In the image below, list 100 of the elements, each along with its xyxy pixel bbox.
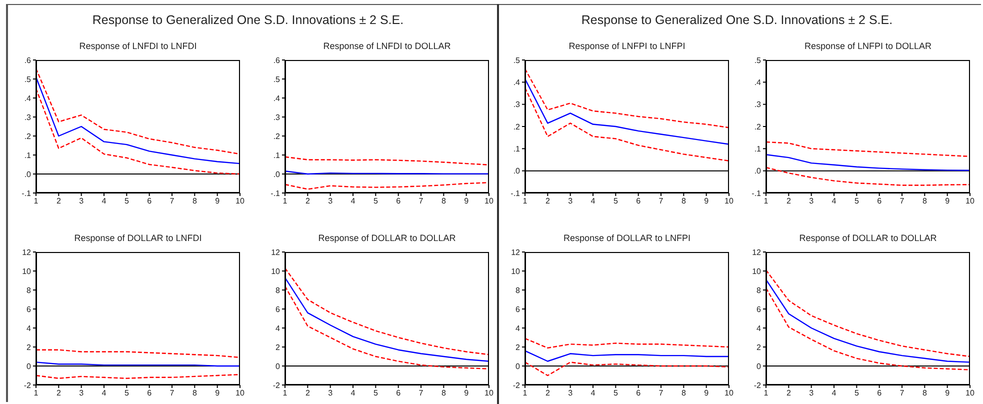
- x-tick-label: 3: [809, 196, 814, 206]
- x-tick-label: 2: [56, 196, 62, 206]
- chart-title: Response of LNFDI to DOLLAR: [322, 41, 452, 51]
- chart-title: Response of DOLLAR to DOLLAR: [317, 233, 457, 243]
- y-tick-label: -2: [754, 380, 762, 390]
- y-tick-label: 10: [271, 266, 281, 276]
- y-tick-label: 0: [276, 362, 281, 371]
- x-tick-label: 7: [170, 196, 175, 206]
- y-tick-label: 2: [26, 342, 32, 352]
- x-tick-label: 9: [215, 388, 220, 398]
- x-tick-label: 1: [764, 388, 769, 398]
- x-tick-label: 4: [832, 196, 837, 206]
- x-tick-label: 9: [464, 388, 470, 398]
- x-tick-label: 5: [854, 196, 860, 206]
- y-tick-label: -.1: [22, 188, 32, 198]
- x-tick-label: 10: [484, 388, 494, 398]
- x-tick-label: 2: [786, 388, 792, 398]
- x-tick-label: 3: [568, 388, 574, 398]
- y-tick-label: 4: [756, 324, 762, 333]
- y-tick-label: 4: [26, 324, 32, 333]
- x-tick-label: 10: [966, 196, 975, 206]
- text: Response to Generalized One S.D. Innovations ± 2 S.E.: [91, 13, 405, 27]
- y-tick-label: 12: [511, 248, 521, 257]
- x-tick-label: 8: [922, 388, 928, 398]
- x-tick-label: 10: [724, 196, 734, 206]
- y-tick-label: .5: [513, 56, 521, 65]
- y-tick-label: .6: [24, 56, 32, 65]
- x-tick-label: 5: [373, 388, 378, 398]
- x-tick-label: 7: [170, 388, 175, 398]
- x-tick-label: 2: [305, 196, 310, 206]
- x-tick-label: 1: [34, 388, 39, 398]
- x-tick-label: 1: [522, 388, 528, 398]
- x-tick-label: 5: [124, 388, 130, 398]
- x-tick-label: 9: [945, 388, 950, 398]
- y-tick-label: .3: [24, 112, 32, 122]
- x-tick-label: 7: [658, 388, 664, 398]
- y-tick-label: 4: [516, 324, 521, 333]
- y-tick-label: .2: [24, 132, 32, 141]
- x-tick-label: 6: [396, 196, 402, 206]
- y-tick-label: 0: [26, 362, 32, 371]
- x-tick-label: 6: [636, 196, 642, 206]
- text: Response to Generalized One S.D. Innovations ± 2 S.E.: [580, 13, 894, 27]
- x-tick-label: 4: [350, 388, 356, 398]
- x-tick-label: 7: [658, 196, 664, 206]
- x-tick-label: 2: [545, 388, 550, 398]
- y-tick-label: 12: [22, 248, 32, 257]
- x-tick-label: 8: [681, 196, 686, 206]
- y-tick-label: .4: [754, 78, 762, 88]
- y-tick-label: .4: [24, 94, 32, 103]
- x-tick-label: 5: [373, 196, 378, 206]
- x-tick-label: 3: [79, 196, 84, 206]
- x-tick-label: 10: [236, 196, 245, 206]
- x-tick-label: 3: [328, 196, 334, 206]
- y-tick-label: 10: [752, 266, 762, 276]
- x-tick-label: 9: [945, 196, 950, 206]
- x-tick-label: 7: [418, 196, 424, 206]
- y-tick-label: 6: [276, 304, 281, 314]
- y-tick-label: .4: [513, 78, 521, 88]
- y-tick-label: 4: [276, 324, 281, 333]
- y-tick-label: 12: [752, 248, 762, 257]
- x-tick-label: 10: [484, 196, 494, 206]
- y-tick-label: .2: [273, 132, 281, 141]
- y-tick-label: -2: [512, 380, 521, 390]
- x-tick-label: 6: [147, 196, 152, 206]
- y-tick-label: .4: [273, 94, 281, 103]
- x-tick-label: 8: [922, 196, 928, 206]
- x-tick-label: 1: [282, 388, 288, 398]
- x-tick-label: 2: [545, 196, 550, 206]
- x-tick-label: 6: [636, 388, 642, 398]
- x-tick-label: 10: [724, 388, 734, 398]
- x-tick-label: 7: [900, 388, 905, 398]
- x-tick-label: 7: [418, 388, 424, 398]
- y-tick-label: .5: [24, 74, 32, 84]
- x-tick-label: 3: [809, 388, 814, 398]
- y-tick-label: .6: [273, 56, 281, 65]
- x-tick-label: 10: [236, 388, 245, 398]
- x-tick-label: 3: [568, 196, 574, 206]
- y-tick-label: .3: [754, 100, 762, 110]
- x-tick-label: 4: [102, 196, 107, 206]
- y-tick-label: .0: [513, 166, 521, 176]
- x-tick-label: 9: [464, 196, 470, 206]
- y-tick-label: 2: [756, 342, 762, 352]
- y-tick-label: .1: [513, 144, 521, 154]
- y-tick-label: 8: [516, 286, 521, 295]
- y-tick-label: .2: [754, 122, 762, 132]
- x-tick-label: 8: [441, 388, 446, 398]
- x-tick-label: 8: [192, 196, 198, 206]
- x-tick-label: 8: [441, 196, 446, 206]
- y-tick-label: .0: [754, 166, 762, 176]
- y-tick-label: 8: [756, 286, 762, 295]
- chart-title: Response of DOLLAR to LNFPI: [562, 233, 692, 243]
- y-tick-label: .3: [273, 112, 281, 122]
- y-tick-label: .5: [273, 74, 281, 84]
- x-tick-label: 2: [305, 388, 310, 398]
- x-tick-label: 1: [522, 196, 528, 206]
- y-tick-label: 2: [516, 342, 521, 352]
- x-tick-label: 5: [124, 196, 130, 206]
- x-tick-label: 10: [966, 388, 975, 398]
- y-tick-label: 0: [516, 362, 521, 371]
- x-tick-label: 4: [590, 196, 596, 206]
